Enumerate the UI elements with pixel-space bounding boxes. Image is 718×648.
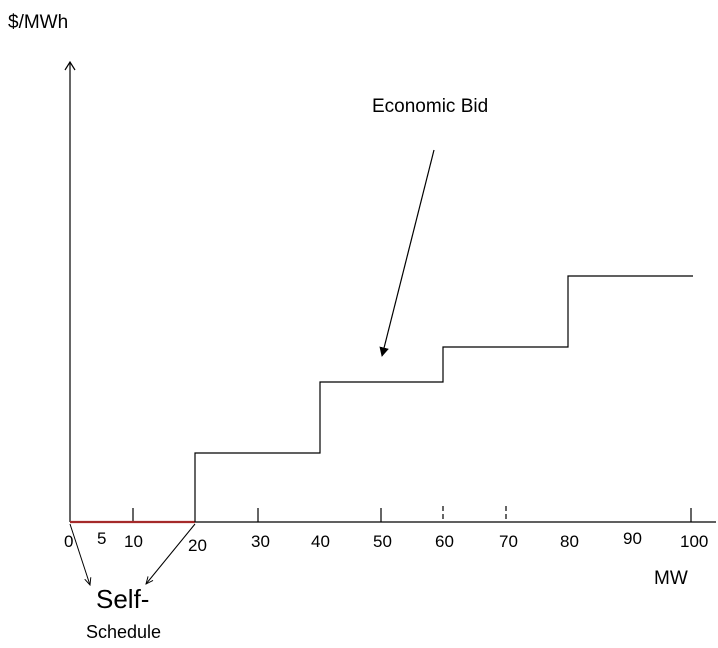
tick-label-90: 90 bbox=[623, 529, 642, 548]
tick-label-50: 50 bbox=[373, 532, 392, 551]
y-axis-label: $/MWh bbox=[8, 12, 69, 33]
tick-label-60: 60 bbox=[435, 532, 454, 551]
tick-label-40: 40 bbox=[311, 532, 330, 551]
self-schedule-label-line2: Schedule bbox=[86, 622, 162, 642]
economic-bid-step-curve bbox=[194, 275, 693, 522]
self-schedule-arrow-left bbox=[69, 523, 90, 585]
tick-label-70: 70 bbox=[499, 532, 518, 551]
tick-label-100: 100 bbox=[680, 532, 709, 551]
tick-label-30: 30 bbox=[251, 532, 270, 551]
tick-label-80: 80 bbox=[560, 532, 579, 551]
x-axis-label: MW bbox=[654, 568, 688, 589]
economic-bid-label: Economic Bid bbox=[372, 96, 489, 117]
tick-label-10: 10 bbox=[124, 532, 143, 551]
self-schedule-arrow-right bbox=[146, 523, 196, 584]
self-schedule-label-line1: Self- bbox=[96, 584, 150, 614]
tick-label-0: 0 bbox=[64, 532, 74, 551]
tick-label-20: 20 bbox=[188, 536, 207, 555]
tick-label-5: 5 bbox=[97, 529, 107, 548]
y-axis-arrowhead bbox=[64, 60, 76, 71]
x-axis-tick-marks bbox=[132, 506, 692, 522]
economic-bid-arrow bbox=[379, 149, 435, 357]
